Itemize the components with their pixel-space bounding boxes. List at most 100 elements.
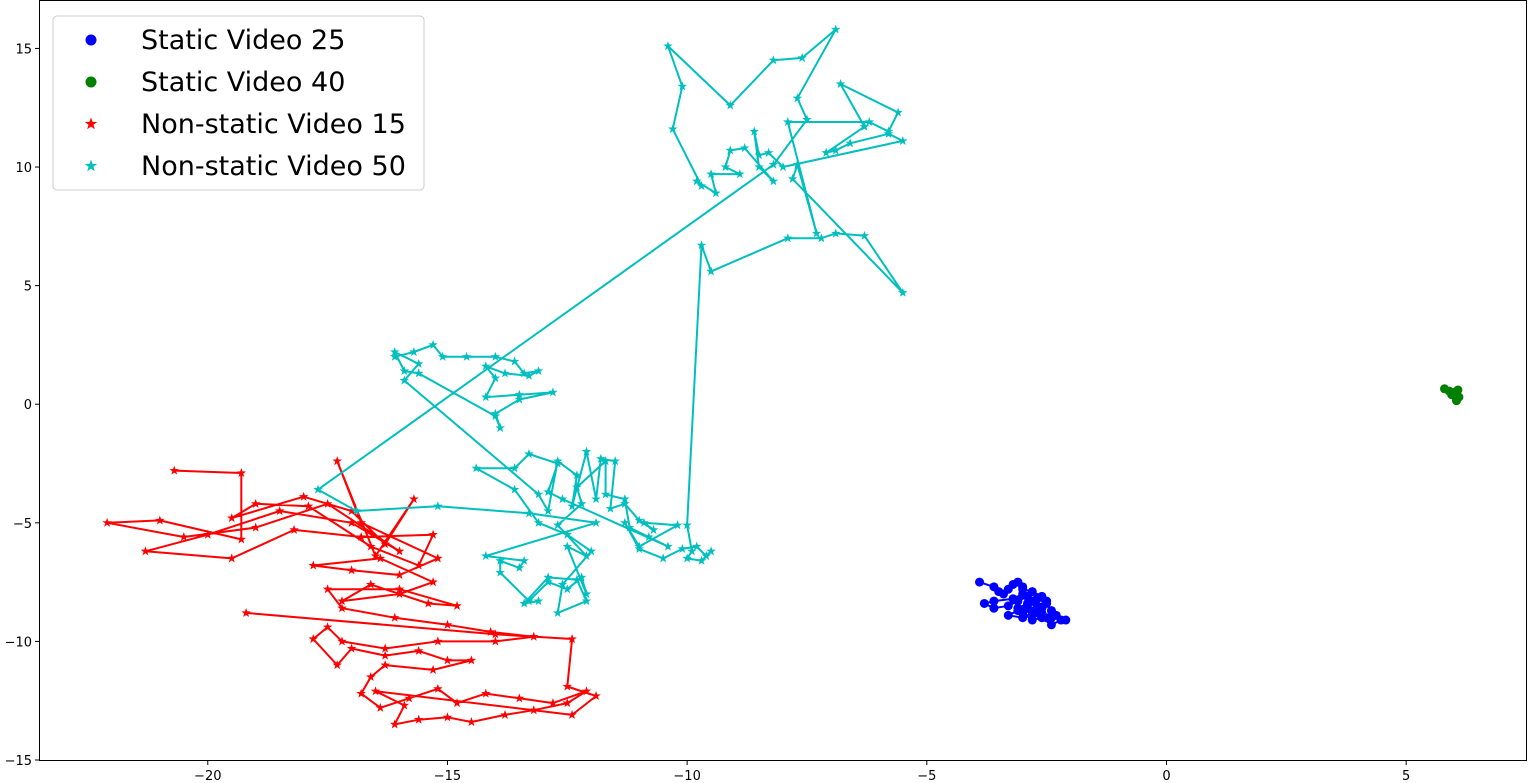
data-point: [802, 114, 812, 124]
data-point: [519, 368, 529, 378]
data-point: [428, 339, 438, 349]
data-point: [783, 233, 793, 243]
data-point: [322, 584, 333, 594]
data-point: [691, 176, 702, 186]
axis-ticks: −20 −15 −10 −5 0 5 −15 −10 −5 0 5 10 15: [5, 42, 1411, 783]
legend-marker: [85, 76, 97, 88]
data-point: [648, 524, 659, 534]
data-point: [701, 551, 712, 561]
legend-label: Non-static Video 15: [141, 109, 406, 140]
data-point: [1037, 591, 1047, 601]
data-point: [303, 501, 314, 511]
data-point: [413, 358, 424, 368]
data-point: [830, 24, 841, 34]
data-point: [576, 572, 587, 582]
data-point: [581, 446, 592, 456]
data-point: [620, 517, 630, 527]
data-point: [663, 541, 673, 551]
data-point: [413, 645, 424, 655]
data-point: [720, 162, 731, 172]
data-point: [816, 233, 827, 243]
data-point: [519, 555, 529, 565]
data-point: [591, 517, 601, 527]
series-static-video-40: [1440, 384, 1464, 406]
data-point: [466, 655, 477, 665]
data-point: [1003, 610, 1013, 620]
data-point: [389, 347, 400, 357]
data-point: [332, 660, 342, 670]
data-point: [567, 634, 577, 644]
data-point: [366, 671, 376, 682]
data-point: [898, 135, 908, 145]
y-tick-label: 15: [15, 42, 32, 57]
data-point: [433, 553, 443, 563]
data-point: [428, 529, 438, 539]
data-point: [811, 228, 822, 238]
data-point: [490, 629, 501, 639]
data-point: [821, 147, 831, 157]
data-point: [792, 159, 803, 169]
data-point: [322, 622, 333, 632]
data-point: [241, 607, 251, 617]
data-point: [989, 596, 999, 606]
legend-marker: [84, 159, 98, 172]
x-tick-label: −10: [673, 769, 700, 783]
data-point: [591, 494, 601, 504]
data-point: [792, 93, 803, 103]
data-point: [289, 524, 299, 534]
data-point: [346, 565, 357, 575]
data-point: [562, 698, 573, 708]
data-point: [509, 463, 520, 473]
data-point: [581, 588, 592, 599]
data-point: [845, 138, 855, 148]
data-point: [663, 41, 673, 51]
data-point: [466, 717, 477, 727]
data-point: [514, 389, 525, 399]
legend-item-non-static-video-15: Non-static Video 15: [84, 109, 406, 140]
data-point: [404, 693, 414, 703]
plot-area: [102, 24, 1464, 729]
data-point: [893, 107, 903, 117]
data-point: [413, 368, 424, 378]
data-point: [481, 688, 491, 698]
data-point: [226, 513, 237, 523]
data-point: [787, 173, 798, 183]
data-point: [864, 116, 875, 127]
data-point: [768, 159, 779, 169]
series-line-non-static-video-15: [106, 460, 598, 726]
data-point: [428, 577, 438, 587]
data-point: [236, 534, 247, 544]
data-point: [514, 562, 525, 572]
legend-item-non-static-video-50: Non-static Video 50: [84, 151, 406, 182]
data-point: [768, 55, 779, 65]
data-point: [375, 702, 386, 712]
data-point: [975, 577, 985, 587]
data-point: [394, 588, 405, 599]
series-non-static-video-15: [102, 456, 601, 729]
data-point: [1046, 613, 1056, 623]
data-point: [409, 347, 419, 357]
data-point: [524, 508, 534, 518]
data-point: [778, 162, 788, 172]
data-point: [763, 147, 774, 157]
y-tick-label: 5: [24, 280, 32, 295]
data-point: [672, 520, 683, 530]
data-point: [859, 121, 870, 131]
data-point: [552, 607, 563, 617]
y-tick-label: 10: [15, 161, 32, 176]
legend-box: [52, 15, 425, 191]
data-point: [677, 81, 688, 91]
data-point: [567, 501, 577, 511]
data-point: [667, 124, 678, 134]
data-point: [140, 546, 151, 556]
data-point: [495, 567, 505, 577]
data-point: [989, 603, 999, 613]
data-point: [481, 361, 491, 371]
y-tick-label: 0: [24, 398, 32, 413]
data-point: [1046, 620, 1056, 630]
data-point: [591, 690, 601, 700]
data-point: [509, 484, 520, 494]
data-point: [725, 100, 736, 110]
data-point: [548, 387, 558, 397]
data-point: [797, 52, 807, 62]
